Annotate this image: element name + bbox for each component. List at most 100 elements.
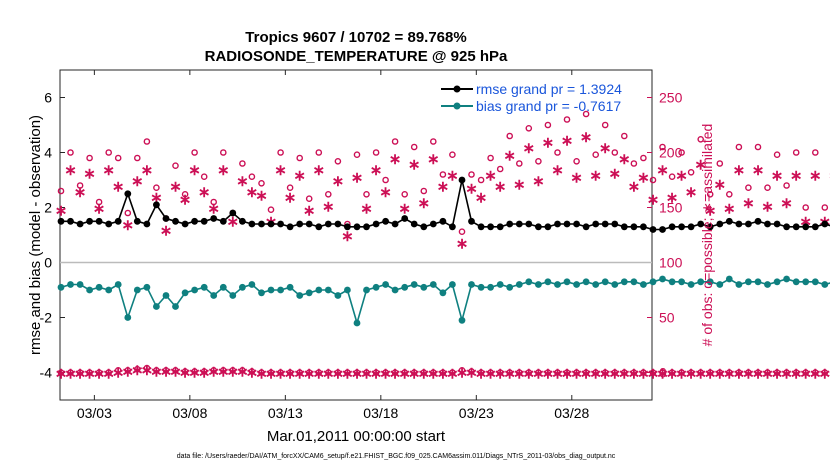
x-tick-label: 03/23 xyxy=(459,405,494,421)
legend: rmse grand pr = 1.3924 bias grand pr = -… xyxy=(441,81,622,114)
obs-possible-point xyxy=(267,369,275,376)
obs-possible-point xyxy=(754,143,762,151)
obs-possible-point xyxy=(506,369,514,376)
rmse-point xyxy=(372,220,380,228)
obs-possible-point xyxy=(143,364,151,372)
rmse-point xyxy=(687,223,695,231)
obs-possible-point xyxy=(716,160,724,167)
obs-possible-point xyxy=(86,369,93,376)
obs-possible-point xyxy=(668,369,676,376)
obs-assimilated-point: ∗ xyxy=(694,157,707,174)
legend-bias-label: bias grand pr = -0.7617 xyxy=(476,98,621,114)
plot-area xyxy=(59,69,653,401)
rmse-point xyxy=(611,220,619,228)
obs-possible-point xyxy=(429,138,437,145)
obs-assimilated-point: ∗ xyxy=(675,366,688,383)
obs-assimilated-point: ∗ xyxy=(437,179,450,196)
bias-point xyxy=(706,278,714,286)
obs-possible-point xyxy=(745,184,752,191)
obs-possible-point xyxy=(706,190,714,198)
obs-assimilated-point: ∗ xyxy=(398,201,411,218)
obs-possible-point xyxy=(802,204,810,211)
bias-point xyxy=(515,281,523,288)
obs-assimilated-point: ∗ xyxy=(609,366,622,383)
obs-assimilated-point: ∗ xyxy=(379,184,392,201)
bias-point xyxy=(105,286,113,294)
bias-point xyxy=(506,283,514,291)
rmse-point xyxy=(334,220,342,228)
obs-assimilated-point: ∗ xyxy=(150,363,163,380)
obs-possible-point xyxy=(535,157,542,165)
rmse-point xyxy=(783,223,790,231)
obs-possible-point xyxy=(334,369,342,376)
obs-possible-point xyxy=(296,369,304,376)
rmse-point xyxy=(668,223,676,231)
bias-point xyxy=(668,278,676,286)
obs-assimilated-point: ∗ xyxy=(112,364,125,381)
rmse-point xyxy=(754,217,762,225)
bias-point xyxy=(219,283,227,291)
rmse-point xyxy=(162,215,170,222)
rmse-point xyxy=(592,220,600,228)
obs-assimilated-point: ∗ xyxy=(398,366,411,383)
obs-assimilated-point: ∗ xyxy=(313,366,326,383)
obs-assimilated-point: ∗ xyxy=(93,201,106,218)
obs-assimilated-point: ∗ xyxy=(74,184,87,201)
obs-assimilated-point: ∗ xyxy=(102,366,115,383)
bias-point xyxy=(573,281,580,288)
obs-assimilated-point: ∗ xyxy=(647,192,660,209)
obs-possible-point xyxy=(640,369,647,376)
obs-possible-point xyxy=(86,154,93,162)
obs-assimilated-point: ∗ xyxy=(418,366,431,383)
rmse-point xyxy=(525,220,533,228)
obs-assimilated-point: ∗ xyxy=(694,366,707,383)
obs-possible-point xyxy=(439,171,447,178)
obs-possible-point xyxy=(172,162,179,169)
rmse-point xyxy=(76,220,84,228)
axes-layer: 03/03 03/08 03/13 03/18 03/23 03/28 -4 -2 0 2 4 6 0 5… xyxy=(40,70,683,421)
bias-point xyxy=(449,281,456,288)
bias-point xyxy=(554,281,561,288)
obs-possible-point xyxy=(210,366,217,374)
obs-possible-point xyxy=(363,190,370,198)
rmse-point xyxy=(468,217,475,225)
y-tick-label-left: -4 xyxy=(40,365,53,381)
obs-assimilated-point: ∗ xyxy=(503,366,516,383)
obs-assimilated-point: ∗ xyxy=(561,132,574,149)
obs-possible-point xyxy=(133,365,141,373)
obs-possible-point xyxy=(468,368,475,375)
bias-point xyxy=(535,281,542,288)
rmse-point xyxy=(114,217,122,225)
bias-point xyxy=(563,278,571,286)
obs-assimilated-point: ∗ xyxy=(446,366,459,383)
obs-possible-point xyxy=(210,198,217,206)
obs-assimilated-point: ∗ xyxy=(122,217,135,234)
obs-assimilated-point: ∗ xyxy=(704,203,717,220)
obs-possible-point xyxy=(277,149,284,156)
bias-point xyxy=(172,303,179,310)
obs-possible-point xyxy=(821,204,829,211)
obs-assimilated-point: ∗ xyxy=(666,366,679,383)
obs-possible-point xyxy=(516,369,523,376)
rmse-point xyxy=(515,220,523,228)
obs-possible-point xyxy=(372,149,380,156)
obs-possible-point xyxy=(105,149,112,156)
obs-assimilated-point: ∗ xyxy=(589,168,602,185)
obs-possible-point xyxy=(229,366,237,374)
y-tick-label-left: 0 xyxy=(44,255,52,271)
obs-possible-point xyxy=(410,369,418,376)
rmse-point xyxy=(153,201,160,209)
obs-assimilated-point: ∗ xyxy=(284,190,297,207)
obs-possible-point xyxy=(200,368,208,375)
rmse-point xyxy=(792,223,800,231)
rmse-point xyxy=(229,209,237,217)
rmse-point xyxy=(181,220,189,228)
obs-possible-point xyxy=(621,132,628,140)
obs-assimilated-point: ∗ xyxy=(666,190,679,207)
rmse-point xyxy=(191,217,199,225)
obs-possible-point xyxy=(783,369,790,376)
obs-assimilated-point: ∗ xyxy=(55,366,68,383)
obs-possible-point xyxy=(582,110,590,118)
bias-point xyxy=(525,278,533,286)
